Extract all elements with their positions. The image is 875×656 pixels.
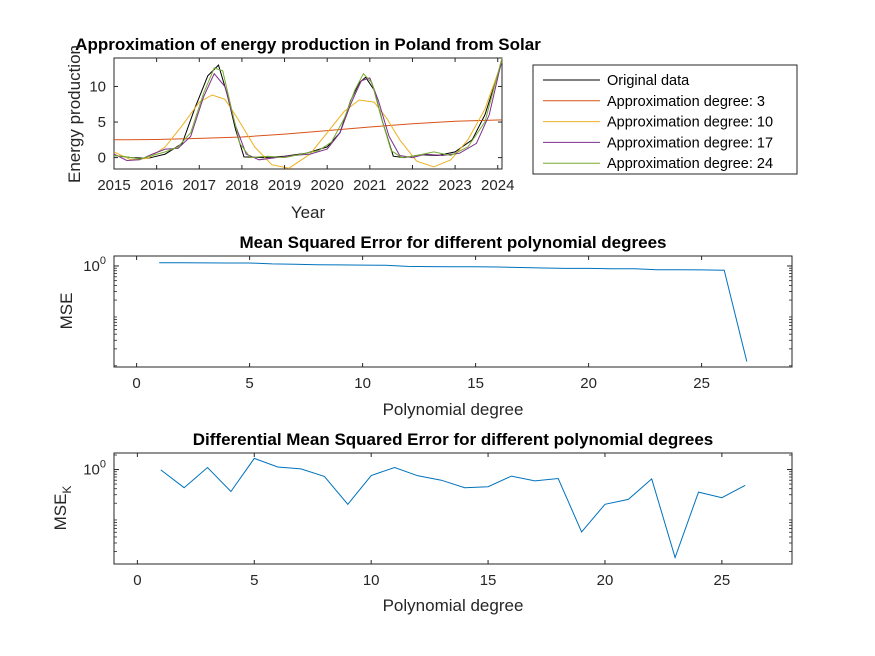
differential-mse-plot-xlabel: Polynomial degree bbox=[383, 596, 524, 615]
x-tick-label: 25 bbox=[693, 375, 710, 392]
mse-plot-title: Mean Squared Error for different polynom… bbox=[240, 233, 667, 252]
x-tick-label: 2016 bbox=[140, 177, 173, 194]
mse-plot-ylabel: MSE bbox=[57, 293, 76, 330]
legend-entry: Approximation degree: 24 bbox=[607, 156, 773, 172]
x-tick-label: 5 bbox=[245, 375, 253, 392]
legend-entry: Approximation degree: 10 bbox=[607, 115, 773, 131]
x-tick-label: 0 bbox=[132, 375, 140, 392]
x-tick-label: 2018 bbox=[225, 177, 258, 194]
x-tick-label: 2024 bbox=[481, 177, 514, 194]
x-tick-label: 10 bbox=[354, 375, 371, 392]
x-tick-label: 2015 bbox=[97, 177, 130, 194]
x-tick-label: 15 bbox=[480, 572, 497, 589]
energy-plot-axes bbox=[113, 57, 503, 170]
legend-entry: Original data bbox=[607, 73, 690, 89]
x-tick-label: 0 bbox=[133, 572, 141, 589]
x-tick-label: 2017 bbox=[183, 177, 216, 194]
series-line-approximation-degree-3 bbox=[113, 119, 503, 141]
energy-plot-title: Approximation of energy production in Po… bbox=[75, 35, 541, 54]
legend-box bbox=[532, 64, 798, 175]
x-tick-label: 10 bbox=[363, 572, 380, 589]
series-line-approximation-degree-24 bbox=[113, 57, 503, 160]
x-tick-label: 15 bbox=[467, 375, 484, 392]
x-tick-label: 20 bbox=[597, 572, 614, 589]
x-tick-label: 2022 bbox=[396, 177, 429, 194]
y-tick-label: 0 bbox=[98, 150, 106, 167]
differential-mse-plot: 0 5 10 15 20 25 100 Differential Mean Squared… bbox=[51, 430, 793, 615]
legend-entry: Approximation degree: 17 bbox=[607, 135, 773, 151]
x-tick-label: 2019 bbox=[268, 177, 301, 194]
x-tick-label: 2023 bbox=[438, 177, 471, 194]
energy-plot-series bbox=[113, 57, 503, 169]
energy-plot-ylabel: Energy production bbox=[65, 45, 84, 183]
y-tick-label: 100 bbox=[83, 459, 106, 479]
series-line-plot3-0 bbox=[160, 457, 746, 560]
series-line-plot2-0 bbox=[159, 262, 748, 362]
differential-mse-plot-ylabel: MSE bbox=[51, 494, 70, 531]
mse-plot: 0 5 10 15 20 25 100 Mean Squared Error for di… bbox=[57, 233, 793, 419]
mse-plot-axes bbox=[113, 255, 793, 368]
x-tick-label: 25 bbox=[714, 572, 731, 589]
svg-text:MSEK: MSEK bbox=[51, 486, 74, 531]
mse-plot-xlabel: Polynomial degree bbox=[383, 400, 524, 419]
differential-mse-plot-ylabel-group: MSEK bbox=[51, 486, 74, 531]
differential-mse-plot-ylabel-subscript: K bbox=[60, 486, 74, 494]
differential-mse-plot-axes bbox=[113, 452, 793, 565]
legend-entry: Approximation degree: 3 bbox=[607, 94, 765, 110]
energy-production-plot: 2015 2016 2017 2018 2019 2020 2021 2022 2023 2024… bbox=[65, 35, 541, 222]
legend: Original data Approximation degree: 3 Appr… bbox=[532, 64, 798, 175]
y-tick-label: 10 bbox=[89, 78, 106, 95]
series-line-original-data bbox=[113, 61, 503, 159]
y-tick-label: 5 bbox=[98, 114, 106, 131]
x-tick-label: 2021 bbox=[353, 177, 386, 194]
differential-mse-plot-title: Differential Mean Squared Error for diff… bbox=[193, 430, 714, 449]
x-tick-label: 5 bbox=[250, 572, 258, 589]
differential-mse-plot-series bbox=[160, 457, 746, 560]
energy-plot-xlabel: Year bbox=[291, 203, 326, 222]
x-tick-label: 20 bbox=[580, 375, 597, 392]
y-tick-label: 100 bbox=[83, 255, 106, 275]
mse-plot-series bbox=[159, 262, 748, 362]
x-tick-label: 2020 bbox=[310, 177, 343, 194]
